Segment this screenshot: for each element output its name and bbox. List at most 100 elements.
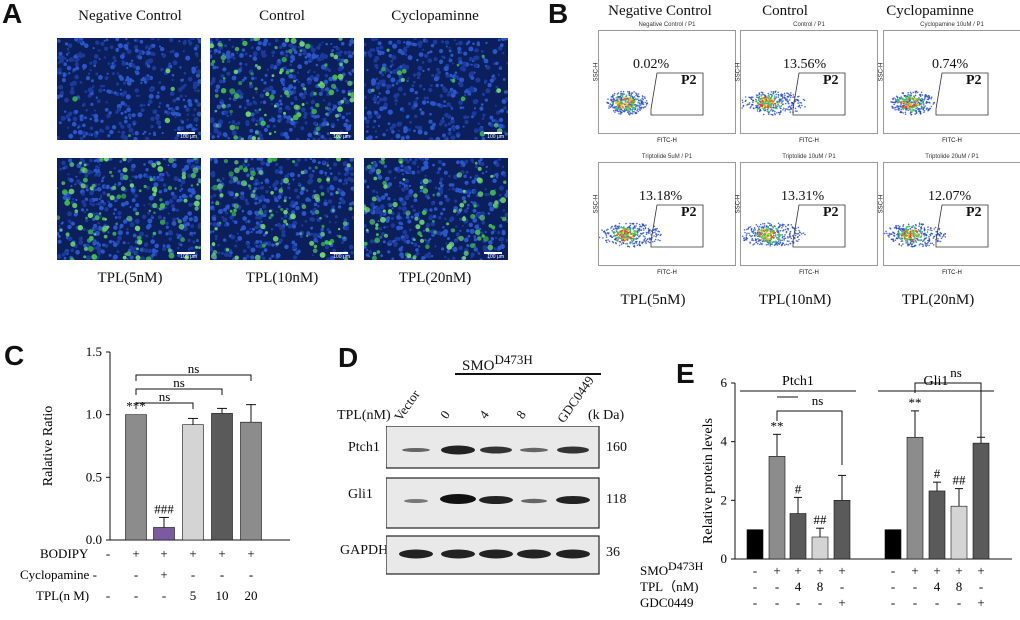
band-gli1-gdc — [556, 496, 590, 504]
panel-a-label: A — [2, 0, 23, 29]
row-value: - — [753, 595, 757, 610]
kda-gapdh: 36 — [606, 545, 620, 560]
y-tick-label: 1.0 — [86, 407, 102, 422]
bar-e-gli1-5 — [972, 442, 990, 560]
row-value: 5 — [190, 588, 197, 603]
row-value: 4 — [934, 579, 941, 594]
row-value: - — [913, 595, 917, 610]
lane-vector: Vector — [390, 387, 423, 424]
y-tick-label: 6 — [721, 375, 728, 390]
row-value: 20 — [245, 588, 258, 603]
row-value: - — [979, 579, 983, 594]
y-axis-label: Relative protein levels — [701, 418, 716, 544]
row-value: - — [840, 579, 844, 594]
row-value: + — [977, 595, 984, 610]
row-value: + — [132, 546, 139, 561]
flow-plot-title: Cyclopamine 10uM / P1 — [920, 22, 984, 28]
band-gli1-vector — [404, 499, 428, 503]
band-ptch1-8 — [520, 447, 548, 453]
y-axis-label: Ralative Ratio — [41, 406, 56, 486]
row-label: SMO — [640, 563, 668, 578]
flow-percent: 13.18% — [639, 189, 683, 204]
flow-plot-title: Control / P1 — [793, 22, 825, 28]
bar-c-3 — [182, 424, 204, 541]
flow-gate-label: P2 — [966, 205, 982, 220]
smo-text: SMO — [462, 358, 495, 374]
flow-scatter — [606, 72, 704, 116]
flow-y-axis: SSC-H — [593, 62, 600, 82]
row-value: + — [247, 546, 254, 561]
bar-e-ptch1-1 — [746, 529, 764, 560]
significance-mark: ** — [771, 418, 784, 433]
row-value: - — [753, 579, 757, 594]
band-gli1-4 — [479, 496, 513, 504]
row-value: 4 — [795, 579, 802, 594]
flow-gate-label: P2 — [823, 73, 839, 88]
lane-8: 8 — [512, 407, 529, 422]
flow-gate-label: P2 — [966, 73, 982, 88]
panel-b-title-2: Control — [762, 3, 808, 19]
ns-bracket — [914, 382, 982, 437]
bar-c-2 — [153, 527, 175, 541]
bar-e-gli1-4 — [950, 505, 968, 560]
ns-bracket — [776, 410, 843, 465]
y-tick-label: 0.5 — [86, 469, 102, 484]
band-ptch1-vector — [402, 448, 430, 452]
row-value: - — [891, 595, 895, 610]
panel-a-tpl-10: TPL(10nM) — [245, 270, 319, 286]
micrograph-tpl-20nm: 100 μm — [364, 158, 508, 260]
bar-c-5 — [240, 421, 262, 541]
panel-a-tpl-20: TPL(20nM) — [398, 270, 472, 286]
blot-label-ptch1: Ptch1 — [348, 440, 380, 455]
row-value: - — [191, 567, 195, 582]
flow-percent: 12.07% — [928, 189, 972, 204]
row-value: - — [913, 579, 917, 594]
flow-y-axis: SSC-H — [735, 194, 742, 214]
flow-plot-5: Triptolide 10uM / P1 13.31% P2 FITC-H SSC-H — [735, 154, 878, 276]
flow-percent: 13.56% — [783, 57, 827, 72]
panel-b-tpl-5: TPL(5nM) — [620, 292, 686, 308]
flow-x-axis: FITC-H — [942, 270, 962, 276]
row-value: 8 — [817, 579, 824, 594]
band-gli1-0 — [440, 494, 476, 504]
flow-plot-title: Triptolide 5uM / P1 — [641, 154, 693, 160]
row-value: + — [838, 563, 845, 578]
micrograph-negative-control: 100 μm — [57, 38, 201, 140]
bar-e-gli1-2 — [906, 436, 924, 560]
band-gapdh-vector — [399, 549, 433, 559]
row-value: - — [957, 595, 961, 610]
bar-c-1 — [125, 414, 147, 541]
row-value: + — [838, 595, 845, 610]
flow-scatter — [884, 204, 989, 248]
flow-gate-label: P2 — [823, 205, 839, 220]
band-gapdh-4 — [479, 549, 513, 559]
flow-x-axis: FITC-H — [799, 270, 819, 276]
row-value: + — [218, 546, 225, 561]
band-gapdh-8 — [517, 549, 551, 559]
flow-x-axis: FITC-H — [942, 138, 962, 144]
lane-0: 0 — [436, 407, 453, 422]
flow-gate-label: P2 — [681, 205, 697, 220]
scale-bar-text: 100 μm — [487, 254, 504, 260]
row-value: + — [955, 563, 962, 578]
row-value: - — [775, 595, 779, 610]
row-value: - — [753, 563, 757, 578]
flow-plot-2: Control / P1 13.56% P2 FITC-H SSC-H — [735, 22, 878, 144]
band-gapdh-gdc — [556, 549, 590, 559]
flow-x-axis: FITC-H — [799, 138, 819, 144]
row-value: + — [160, 546, 167, 561]
scale-bar-text: 100 μm — [180, 254, 197, 260]
micrograph-tpl-5nm: 100 μm — [57, 158, 201, 260]
flow-y-axis: SSC-H — [878, 194, 885, 214]
flow-y-axis: SSC-H — [735, 62, 742, 82]
row-value: - — [162, 588, 166, 603]
flow-plot-title: Negative Control / P1 — [638, 22, 696, 28]
y-tick-label: 0 — [721, 551, 728, 566]
kda-label: (k Da) — [588, 408, 625, 423]
panel-e-label: E — [676, 358, 695, 389]
scale-bar-text: 100 μm — [180, 134, 197, 140]
blot-label-gapdh: GAPDH — [340, 543, 389, 558]
bar-e-ptch1-2 — [768, 456, 786, 560]
ns-label: ns — [188, 361, 200, 376]
kda-gli1: 118 — [606, 492, 627, 507]
